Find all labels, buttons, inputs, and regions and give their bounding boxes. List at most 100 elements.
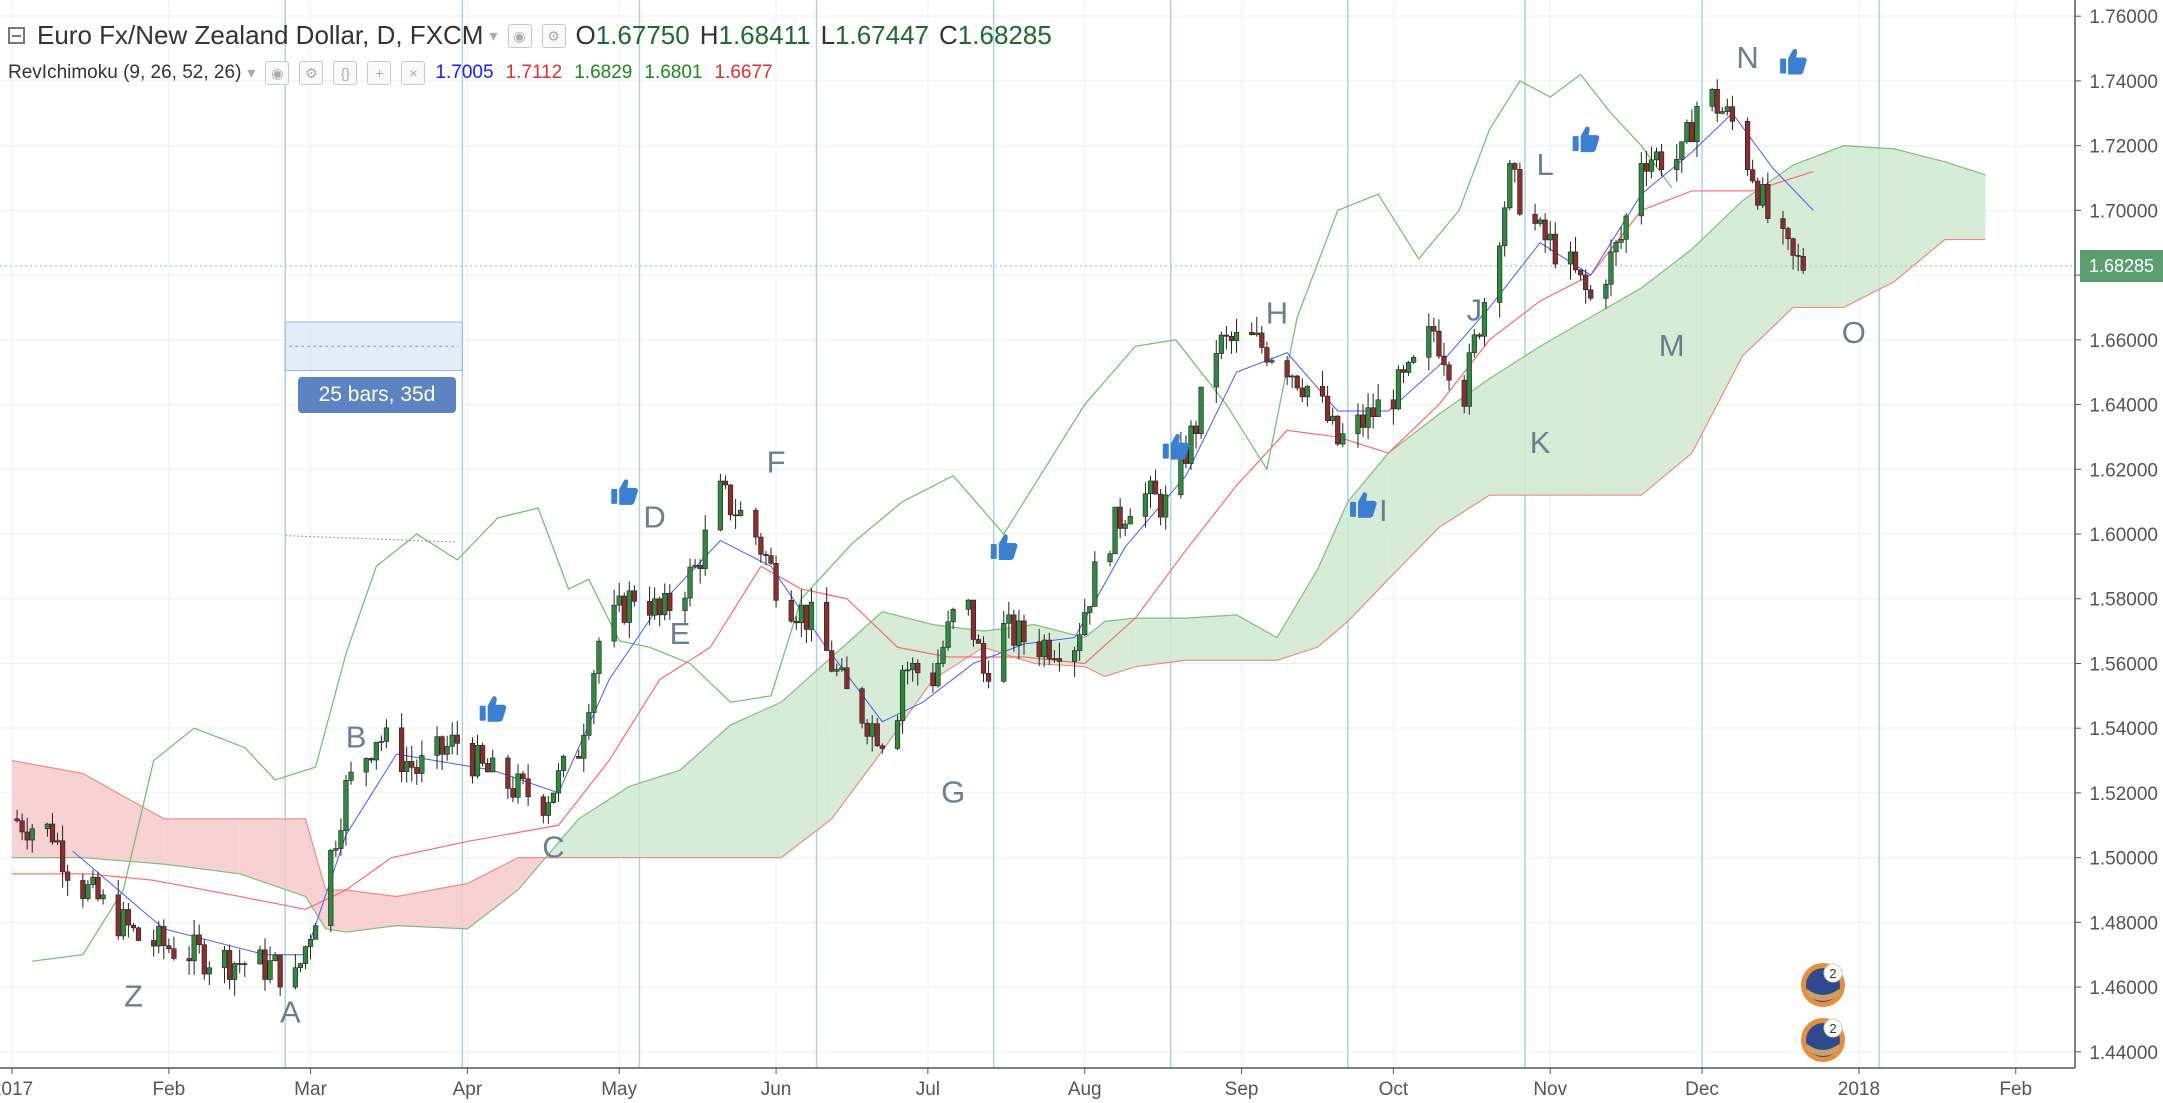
candle-body [49,823,56,843]
x-tick-label: Jul [916,1079,940,1100]
candle-body [1744,120,1751,170]
x-tick-label: 2018 [1838,1079,1880,1100]
wave-label: A [280,995,301,1030]
candle-body [1213,353,1219,388]
candle-body [1127,516,1133,525]
candle-body [788,600,794,622]
cloud-bear [396,883,468,929]
candle [1056,642,1063,672]
cloud-bull [1944,161,1986,240]
candle [839,658,845,672]
cloud-bear [163,818,240,874]
candlesticks[interactable] [14,79,1806,996]
candle [49,813,56,845]
candle [490,749,496,773]
candle [950,607,956,630]
x-tick-label: May [601,1079,637,1100]
candle-body [115,894,121,937]
economic-event-icon [1823,1018,1843,1038]
candle [1294,374,1300,391]
candle [1152,469,1159,495]
thumbs-up-icon [1572,136,1579,152]
event-count: 2 [1829,1021,1836,1036]
candle-body [1411,356,1417,363]
gear-icon[interactable]: ⚙ [541,23,566,48]
candle [1340,423,1346,448]
indicator-name[interactable]: RevIchimoku (9, 26, 52, 26) [8,62,242,83]
cloud-bull [629,770,680,858]
candle-body [65,871,71,881]
eye-icon[interactable]: ◉ [507,23,532,48]
candle [935,649,941,688]
candle-body [363,758,369,773]
wave-label: Z [124,979,143,1014]
candle [1780,210,1786,245]
candle [171,936,177,961]
trend-line [285,535,458,543]
candle [1653,147,1660,168]
candle [692,559,698,569]
candle-body [1158,493,1164,518]
candle [803,604,810,644]
candle-body [682,597,688,611]
event-badges[interactable]: 22 [1801,963,1845,1062]
candle [14,809,20,823]
candle [1714,79,1720,123]
candle-body [1643,163,1649,172]
candle [586,703,592,740]
candle-body [1719,111,1725,114]
candle-body [975,639,982,644]
candle-body [120,909,126,937]
candle-body [1780,218,1786,229]
candle [1390,389,1396,425]
candle-body [581,735,587,759]
measure-label[interactable]: 25 bars, 35d [298,377,456,413]
symbol-title[interactable]: Euro Fx/New Zealand Dollar, D, FXCM [37,20,484,50]
thumbs-up-icon [611,488,618,504]
candle [1370,393,1376,429]
candle-body [722,480,729,486]
candle-body [232,963,238,980]
x-tick-label: Apr [453,1079,483,1100]
measure-tool[interactable] [284,321,463,543]
candle-body [1603,283,1609,299]
candle-body [378,741,384,743]
candle [702,515,708,576]
candle [1198,386,1204,439]
candle-body [1755,180,1761,206]
eye-icon[interactable]: ◉ [265,61,290,85]
candle-body [1223,334,1229,337]
candle-body [1613,242,1619,253]
x-tick-label: Oct [1379,1079,1409,1100]
idea-markers[interactable] [479,48,1807,722]
candle [1400,365,1407,384]
plus-icon[interactable]: + [367,61,392,85]
candle-body [409,761,415,768]
chevron-down-icon[interactable]: ▾ [247,65,256,82]
candle [297,962,304,973]
candle [555,763,562,802]
candle [474,734,481,779]
source-icon[interactable]: {} [333,61,358,85]
y-tick-label: 1.62000 [2089,460,2158,481]
candle-body [151,940,157,947]
candle-body [631,590,637,602]
candle-body [1340,433,1346,445]
candle [576,750,582,759]
thumbs-up-icon [998,534,1018,560]
candle [120,901,126,940]
collapse-icon[interactable] [8,27,25,44]
close-icon[interactable]: × [401,61,426,85]
candle [1213,340,1219,404]
candle-body [1335,415,1341,445]
candle-body [135,927,142,941]
candle-body [970,599,976,640]
chevron-down-icon[interactable]: ▾ [489,27,498,45]
candle-body [1653,151,1660,161]
candle-body [1446,364,1452,381]
gear-icon[interactable]: ⚙ [299,61,324,85]
y-tick-label: 1.46000 [2089,978,2158,999]
candle-body [1147,480,1154,495]
candle-body [1684,122,1690,143]
